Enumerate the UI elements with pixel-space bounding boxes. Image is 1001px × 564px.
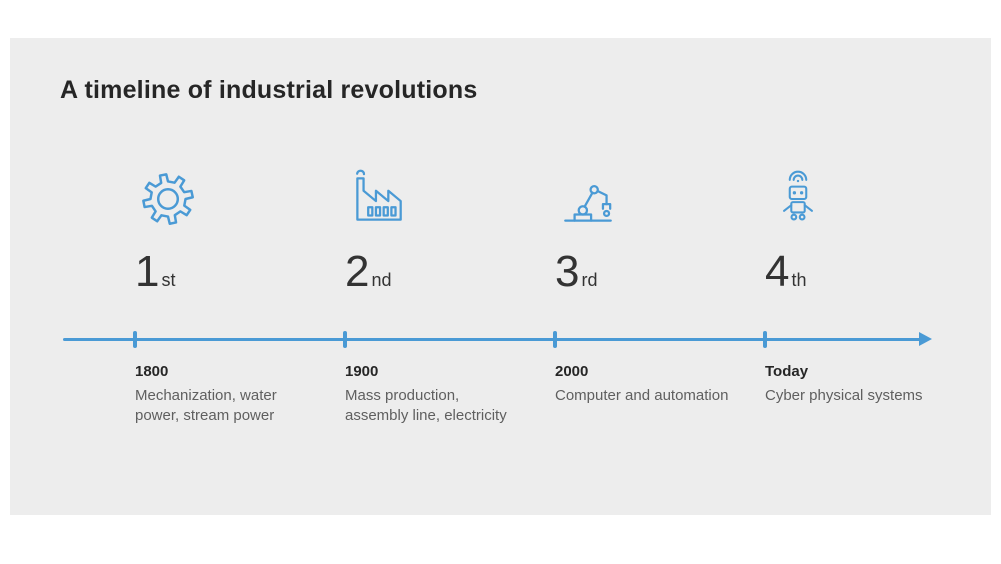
timeline-tick <box>133 331 137 348</box>
milestone-description: Computer and automation <box>555 387 729 404</box>
milestone-description: Mass production, assembly line, electric… <box>345 387 507 424</box>
timeline-axis <box>63 338 921 341</box>
arrow-head-icon <box>919 332 932 346</box>
timeline-tick <box>343 331 347 348</box>
year-label: 2000 <box>555 363 589 380</box>
year-label: 1800 <box>135 363 169 380</box>
page-title: A timeline of industrial revolutions <box>60 76 478 104</box>
timeline-panel <box>10 38 991 515</box>
gear-icon <box>135 166 201 232</box>
factory-icon <box>345 166 411 232</box>
timeline-tick <box>553 331 557 348</box>
robot-icon <box>765 166 831 232</box>
timeline-tick <box>763 331 767 348</box>
milestone-description: Cyber physical systems <box>765 387 923 404</box>
milestone-description: Mechanization, water power, stream power <box>135 387 277 424</box>
year-label: Today <box>765 363 809 380</box>
year-label: 1900 <box>345 363 379 380</box>
robot-arm-icon <box>555 166 621 232</box>
